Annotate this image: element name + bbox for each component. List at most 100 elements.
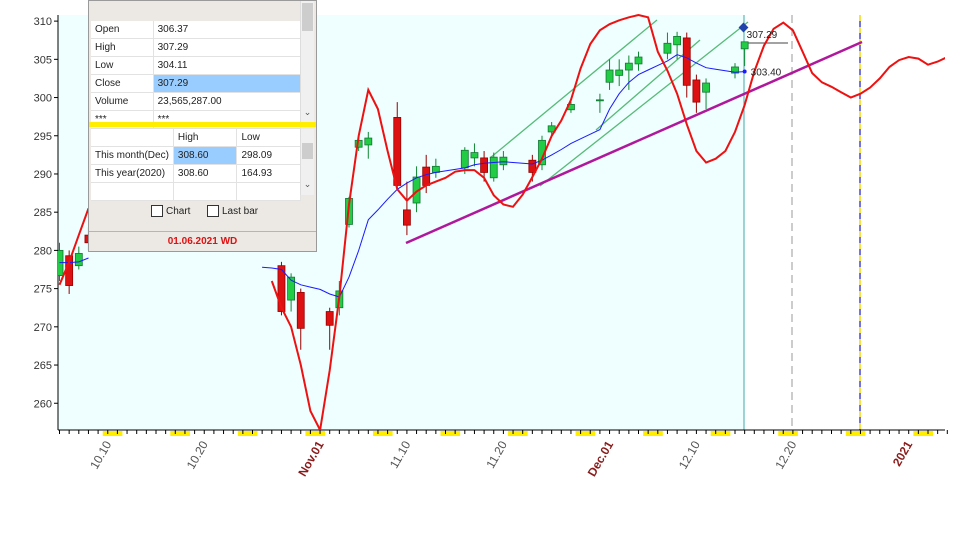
candle-body [624, 62, 633, 71]
quote-label: Close [91, 74, 154, 93]
stats-value: 308.60 [173, 164, 238, 183]
stats-row [91, 182, 301, 201]
quote-value: 307.29 [153, 38, 302, 57]
candle-body [499, 156, 508, 166]
scroll-down[interactable]: ⌄ [303, 179, 312, 189]
weekend-marker [643, 431, 663, 436]
checkbox[interactable]: Last bar [207, 205, 258, 217]
quote-label: Open [91, 21, 154, 39]
x-tick-label: 11.20 [483, 438, 510, 471]
weekend-marker [508, 431, 528, 436]
candle-body [296, 292, 305, 329]
x-tick-label: Nov.01 [295, 438, 327, 479]
quote-value: 306.37 [153, 21, 302, 39]
x-tick-label: 2021 [890, 438, 916, 468]
stats-header: High Low [91, 129, 301, 147]
y-tick-label: 260 [34, 398, 52, 410]
indicator-line [58, 208, 90, 286]
weekend-marker [913, 431, 933, 436]
quote-label: Volume [91, 92, 154, 111]
x-tick-label: 11.10 [387, 438, 414, 471]
stats-value: 308.60 [173, 146, 238, 165]
stats-row: This year(2020) 308.60 164.93 [91, 164, 301, 183]
checkbox-box[interactable] [207, 205, 219, 217]
plot-area [58, 13, 945, 430]
candle-body [528, 159, 537, 173]
weekend-marker [778, 431, 798, 436]
stats-value: 298.09 [236, 146, 301, 165]
channel-line [595, 39, 701, 131]
quote-row: Open 306.37 [91, 21, 302, 39]
ma-marker [742, 69, 747, 74]
candle-body [402, 209, 411, 226]
y-tick-label: 300 [34, 93, 52, 105]
candle-body [634, 56, 643, 65]
candle-body [615, 69, 624, 76]
checkbox-label[interactable]: Chart [166, 205, 191, 217]
scroll-thumb[interactable] [302, 3, 313, 31]
candle-body [605, 69, 614, 83]
channel-line [539, 21, 749, 187]
candle-body [692, 79, 701, 103]
stats-label: This year(2020) [91, 164, 174, 183]
stats-column-header: High [173, 129, 238, 147]
weekend-marker [845, 431, 866, 436]
checkbox-label[interactable]: Last bar [222, 205, 259, 217]
y-tick-label: 265 [34, 360, 52, 372]
stats-table: High Low This month(Dec) 308.60 298.09 This y… [91, 129, 301, 201]
stats-value: 164.93 [236, 164, 301, 183]
x-tick-label: 12.10 [676, 438, 703, 471]
splitter[interactable] [89, 122, 316, 127]
quote-value: 307.29 [153, 74, 302, 93]
candle-body [702, 82, 710, 93]
candle-body [470, 152, 479, 159]
candle-body [74, 253, 83, 267]
y-tick-label: 305 [34, 54, 52, 66]
scrollbar[interactable]: ⌄ [300, 129, 314, 195]
price-label: 307.29 [747, 30, 778, 41]
scrollbar[interactable]: ⌄ [300, 1, 314, 122]
scroll-thumb[interactable] [302, 143, 313, 159]
stats-empty [236, 182, 301, 201]
x-tick-label: 12.20 [772, 438, 799, 471]
quote-label: Low [91, 56, 154, 75]
candle-body [489, 156, 498, 179]
stats-empty [173, 182, 238, 201]
weekend-marker [372, 431, 393, 436]
stats-row: This month(Dec) 308.60 298.09 [91, 146, 301, 165]
weekend-marker [305, 431, 326, 436]
indicator-line [270, 13, 945, 430]
candle-body [673, 35, 681, 46]
price-label: 303.40 [751, 68, 782, 79]
candle-body [325, 311, 334, 326]
checkbox-box[interactable] [151, 205, 163, 217]
candle-body [731, 66, 739, 74]
quote-value: 304.11 [153, 56, 302, 75]
quote-value: 23,565,287.00 [153, 92, 302, 111]
candle-body [480, 157, 489, 173]
y-tick-label: 295 [34, 131, 52, 143]
candle-body [663, 42, 672, 54]
scroll-down[interactable]: ⌄ [303, 107, 312, 117]
candle-body [682, 37, 691, 86]
stats-empty [91, 182, 174, 201]
weekend-marker [237, 431, 258, 436]
quote-row: Close 307.29 [91, 74, 302, 93]
x-tick-label: Dec.01 [585, 438, 617, 479]
candle-body [287, 276, 296, 301]
weekend-marker [710, 431, 731, 436]
trend-line [405, 40, 863, 245]
quote-row: Volume 23,565,287.00 [91, 92, 302, 111]
cursor-marker [738, 22, 749, 33]
candle-body [460, 149, 469, 169]
y-tick-label: 285 [34, 207, 52, 219]
stats-column-header: Low [236, 129, 301, 147]
y-tick-label: 290 [34, 169, 52, 181]
quote-row: High 307.29 [91, 38, 302, 57]
candle-body [740, 41, 749, 50]
quote-panel: Open 306.37 High 307.29 Low 304.11 Close 307.29… [88, 0, 317, 252]
drawing-tools [405, 15, 863, 430]
checkbox[interactable]: Chart [151, 205, 190, 217]
candle-body [596, 99, 604, 102]
